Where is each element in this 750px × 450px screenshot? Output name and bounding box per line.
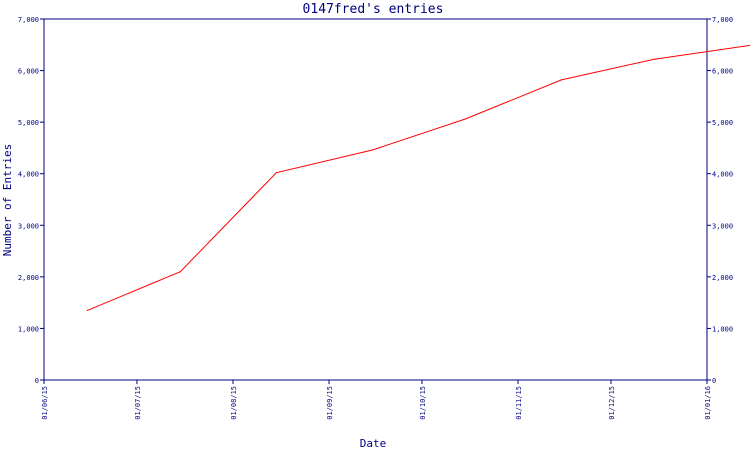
data-point <box>560 79 562 81</box>
y-tick-label-right: 1,000 <box>712 325 733 333</box>
plot-area <box>43 18 708 381</box>
y-tick-label-right: 0 <box>712 377 716 385</box>
y-tick-label-right: 3,000 <box>712 222 733 230</box>
x-tick-label: 01/12/15 <box>608 386 616 420</box>
x-tick-label: 01/09/15 <box>326 386 334 420</box>
y-tick-label-left: 7,000 <box>18 16 39 24</box>
y-tick-label-left: 2,000 <box>18 274 39 282</box>
x-tick-label: 01/07/15 <box>134 386 142 420</box>
data-point <box>464 118 466 120</box>
chart-title: 0147fred's entries <box>303 2 444 17</box>
y-tick-label-right: 5,000 <box>712 119 733 127</box>
y-tick-label-right: 7,000 <box>712 16 733 24</box>
y-axis-right: 0 1,000 2,000 3,000 4,000 5,000 6,000 7,000 <box>707 16 733 385</box>
x-tick-label: 01/01/16 <box>704 386 712 420</box>
y-tick-label-left: 1,000 <box>18 325 39 333</box>
data-point <box>275 172 277 174</box>
x-tick-label: 01/08/15 <box>230 386 238 420</box>
data-point <box>371 149 374 151</box>
y-axis-label: Number of Entries <box>1 144 14 257</box>
y-axis-left: 0 1,000 2,000 3,000 4,000 5,000 6,000 7,000 <box>18 16 44 385</box>
x-axis-label: Date <box>360 437 387 450</box>
y-tick-label-left: 6,000 <box>18 68 39 76</box>
y-tick-label-left: 5,000 <box>18 119 39 127</box>
y-tick-label-left: 3,000 <box>18 222 39 230</box>
y-tick-label-right: 6,000 <box>712 68 733 76</box>
data-point <box>86 309 88 311</box>
x-tick-label: 01/11/15 <box>515 386 523 420</box>
series-layer <box>86 44 750 311</box>
y-tick-label-right: 4,000 <box>712 171 733 179</box>
y-tick-label-left: 0 <box>35 377 39 385</box>
data-point <box>653 58 655 60</box>
x-tick-label: 01/06/15 <box>41 386 49 420</box>
x-tick-label: 01/10/15 <box>419 386 427 420</box>
data-point <box>179 271 181 273</box>
y-tick-label-right: 2,000 <box>712 274 733 282</box>
series-line <box>87 44 750 311</box>
y-tick-label-left: 4,000 <box>18 171 39 179</box>
x-axis: 01/06/15 01/07/15 01/08/15 01/09/15 01/10/15… <box>41 380 712 420</box>
